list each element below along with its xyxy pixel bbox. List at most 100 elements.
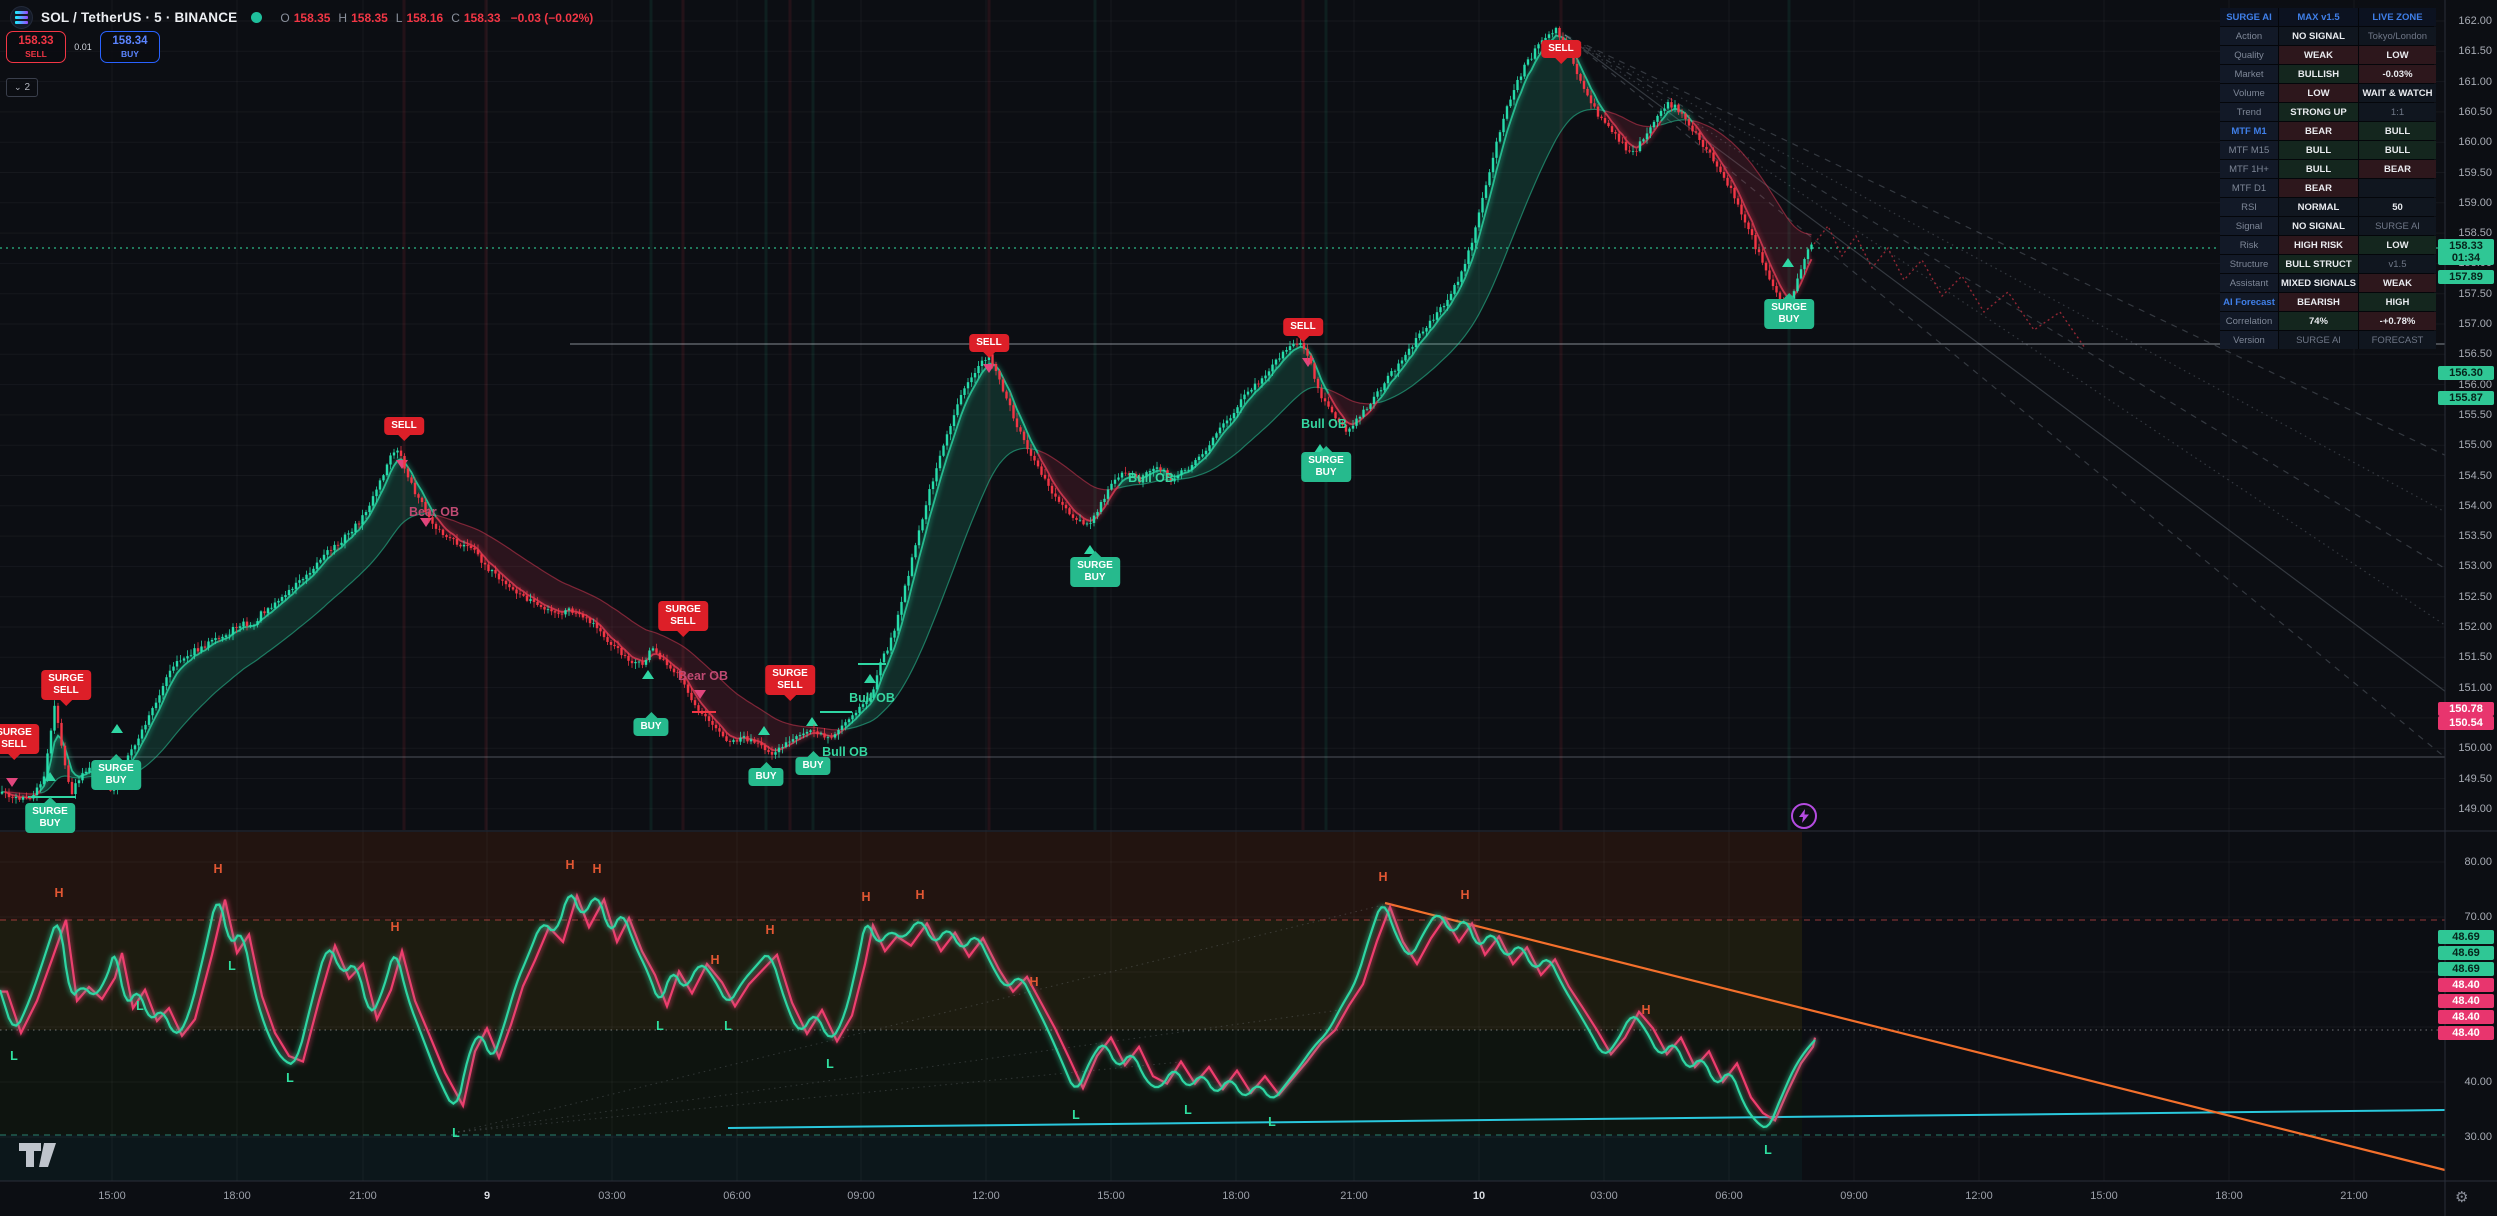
- panel-row-label: Volume: [2220, 84, 2278, 102]
- time-axis-tick[interactable]: 12:00: [972, 1190, 1000, 1202]
- indicators-collapse-button[interactable]: ⌄ 2: [6, 78, 38, 97]
- panel-row-value: WEAK: [2359, 274, 2436, 292]
- price-axis-tick[interactable]: 154.00: [2458, 499, 2492, 512]
- price-level-badge[interactable]: 155.87: [2438, 391, 2494, 405]
- time-axis-tick[interactable]: 15:00: [98, 1190, 126, 1202]
- time-axis-tick[interactable]: 21:00: [2340, 1190, 2368, 1202]
- current-price-badge[interactable]: 158.33 01:34: [2438, 239, 2494, 265]
- price-axis-tick[interactable]: 162.00: [2458, 15, 2492, 27]
- price-level-badge[interactable]: 150.78: [2438, 702, 2494, 716]
- price-level-badge[interactable]: 157.89: [2438, 270, 2494, 284]
- time-axis-tick[interactable]: 09:00: [847, 1190, 875, 1202]
- time-axis-tick[interactable]: 21:00: [1340, 1190, 1368, 1202]
- symbol-title[interactable]: SOL / TetherUS · 5 · BINANCE: [41, 10, 238, 25]
- settings-gear-icon[interactable]: ⚙: [2455, 1189, 2469, 1206]
- buy-button[interactable]: 158.34 BUY: [100, 31, 160, 63]
- price-axis-tick[interactable]: 160.50: [2458, 105, 2492, 118]
- up-triangle-marker: [44, 772, 56, 781]
- price-axis-tick[interactable]: 157.00: [2458, 318, 2492, 330]
- time-axis-tick[interactable]: 03:00: [1590, 1190, 1618, 1202]
- oscillator-level-badge[interactable]: 48.69: [2438, 962, 2494, 976]
- panel-row-value: BEAR: [2279, 122, 2358, 140]
- oscillator-level-badge[interactable]: 48.40: [2438, 1010, 2494, 1024]
- price-axis-tick[interactable]: 152.50: [2458, 590, 2492, 603]
- time-axis-tick[interactable]: 21:00: [349, 1190, 377, 1202]
- swing-high-label: H: [1460, 888, 1470, 902]
- panel-row-label: Assistant: [2220, 274, 2278, 292]
- oscillator-axis-tick[interactable]: 70.00: [2464, 911, 2492, 923]
- panel-row-value: MIXED SIGNALS: [2279, 274, 2358, 292]
- price-axis-tick[interactable]: 161.00: [2458, 75, 2492, 88]
- price-axis-tick[interactable]: 149.50: [2458, 772, 2492, 785]
- surge-buy-signal-label[interactable]: SURGE BUY: [25, 803, 75, 833]
- price-level-badge[interactable]: 156.30: [2438, 366, 2494, 380]
- surge-buy-signal-label[interactable]: SURGE BUY: [1301, 452, 1351, 482]
- price-axis-tick[interactable]: 153.50: [2458, 530, 2492, 543]
- price-level-badge[interactable]: 150.54: [2438, 716, 2494, 730]
- oscillator-axis-tick[interactable]: 40.00: [2464, 1076, 2492, 1088]
- time-axis-tick[interactable]: 15:00: [2090, 1190, 2118, 1202]
- time-axis-tick[interactable]: 03:00: [598, 1190, 626, 1202]
- time-axis-tick[interactable]: 10: [1472, 1190, 1486, 1202]
- price-axis-tick[interactable]: 156.50: [2458, 348, 2492, 361]
- price-axis-tick[interactable]: 149.00: [2458, 802, 2492, 815]
- time-axis-tick[interactable]: 18:00: [2215, 1190, 2243, 1202]
- price-axis-tick[interactable]: 160.00: [2458, 136, 2492, 149]
- oscillator-axis-tick[interactable]: 80.00: [2464, 856, 2492, 868]
- price-axis-tick[interactable]: 151.00: [2458, 681, 2492, 694]
- price-axis-tick[interactable]: 159.00: [2458, 196, 2492, 209]
- panel-row-value: BEARISH: [2279, 293, 2358, 311]
- time-axis-tick[interactable]: 18:00: [223, 1190, 251, 1202]
- price-axis-tick[interactable]: 155.00: [2458, 439, 2492, 452]
- panel-row-value: BULL: [2279, 160, 2358, 178]
- price-axis-tick[interactable]: 154.50: [2458, 469, 2492, 482]
- panel-row-value: v1.5: [2359, 255, 2436, 273]
- price-axis-tick[interactable]: 158.50: [2458, 227, 2492, 240]
- surge-sell-signal-label[interactable]: SURGE SELL: [0, 724, 39, 754]
- price-axis-tick[interactable]: 153.00: [2458, 560, 2492, 573]
- surge-buy-signal-label[interactable]: SURGE BUY: [1070, 557, 1120, 587]
- oscillator-axis-tick[interactable]: 30.00: [2464, 1131, 2492, 1143]
- cyan-support-line: [727, 1109, 2445, 1129]
- time-axis-tick[interactable]: 12:00: [1965, 1190, 1993, 1202]
- market-status-dot-icon: [251, 12, 263, 23]
- panel-row-label: MTF M15: [2220, 141, 2278, 159]
- time-axis-tick[interactable]: 15:00: [1097, 1190, 1125, 1202]
- sell-signal-label[interactable]: SELL: [1541, 40, 1581, 58]
- buy-signal-label[interactable]: BUY: [748, 768, 784, 786]
- surge-buy-signal-label[interactable]: SURGE BUY: [91, 760, 141, 790]
- time-axis-tick[interactable]: 06:00: [1715, 1190, 1743, 1202]
- oscillator-level-badge[interactable]: 48.40: [2438, 994, 2494, 1008]
- time-axis-tick[interactable]: 06:00: [723, 1190, 751, 1202]
- surge-buy-signal-label[interactable]: SURGE BUY: [1764, 299, 1814, 329]
- oscillator-level-badge[interactable]: 48.69: [2438, 930, 2494, 944]
- oscillator-level-badge[interactable]: 48.69: [2438, 946, 2494, 960]
- oscillator-level-badge[interactable]: 48.40: [2438, 978, 2494, 992]
- price-axis-tick[interactable]: 159.50: [2458, 166, 2492, 179]
- price-axis-tick[interactable]: 152.00: [2458, 621, 2492, 633]
- price-axis-tick[interactable]: 151.50: [2458, 651, 2492, 664]
- swing-low-label: L: [1184, 1103, 1192, 1117]
- time-axis-tick[interactable]: 9: [483, 1190, 491, 1202]
- surge-sell-signal-label[interactable]: SURGE SELL: [658, 601, 708, 631]
- surge-sell-signal-label[interactable]: SURGE SELL: [41, 670, 91, 700]
- buy-signal-label[interactable]: BUY: [633, 718, 669, 736]
- time-axis-tick[interactable]: 18:00: [1222, 1190, 1250, 1202]
- buy-signal-label[interactable]: BUY: [795, 757, 831, 775]
- price-axis-tick[interactable]: 155.50: [2458, 408, 2492, 421]
- sell-signal-label[interactable]: SELL: [969, 334, 1009, 352]
- price-axis-tick[interactable]: 156.00: [2458, 378, 2492, 391]
- price-axis-tick[interactable]: 157.50: [2458, 287, 2492, 300]
- sell-signal-label[interactable]: SELL: [1283, 318, 1323, 336]
- price-axis-tick[interactable]: 161.50: [2458, 45, 2492, 58]
- surge-ai-panel[interactable]: SURGE AI MAX v1.5 LIVE ZONE Action NO SIG…: [2220, 8, 2436, 349]
- price-axis-tick[interactable]: 150.00: [2458, 742, 2492, 755]
- sell-button[interactable]: 158.33 SELL: [6, 31, 66, 63]
- time-axis-tick[interactable]: 09:00: [1840, 1190, 1868, 1202]
- lightning-bolt-icon[interactable]: [1791, 803, 1817, 829]
- oscillator-level-badge[interactable]: 48.40: [2438, 1026, 2494, 1040]
- surge-sell-signal-label[interactable]: SURGE SELL: [765, 665, 815, 695]
- tradingview-logo-icon[interactable]: [18, 1142, 60, 1173]
- sell-signal-label[interactable]: SELL: [384, 417, 424, 435]
